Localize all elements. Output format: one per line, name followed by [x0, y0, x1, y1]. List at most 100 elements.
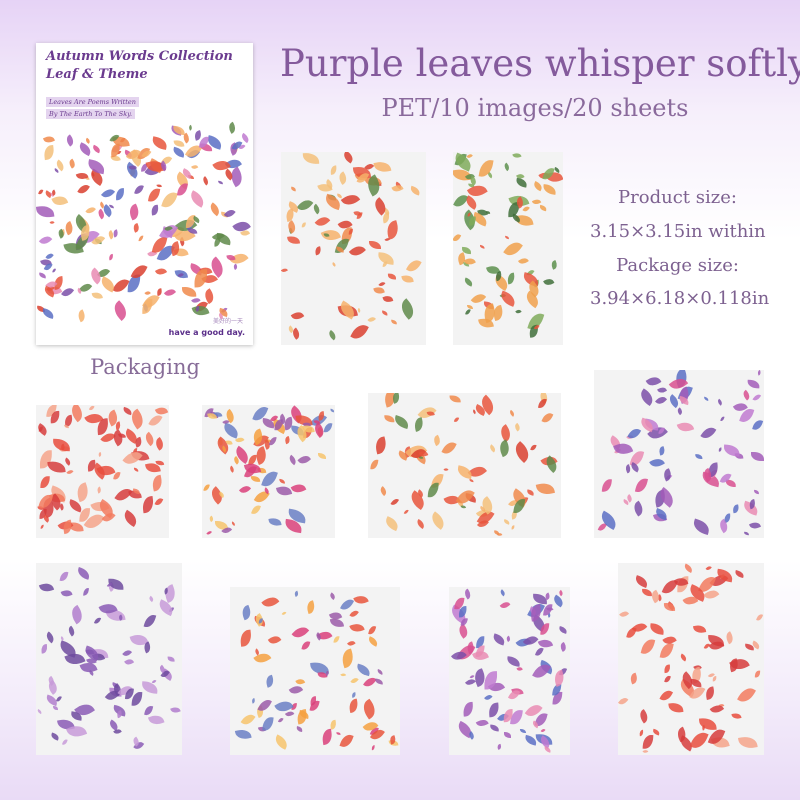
leaf-illustration	[491, 633, 506, 646]
leaf-illustration	[141, 496, 155, 514]
leaf-illustration	[652, 728, 661, 736]
leaf-illustration	[511, 525, 515, 530]
leaf-illustration	[489, 724, 499, 732]
leaf-illustration	[691, 518, 711, 536]
leaf-illustration	[552, 594, 566, 608]
leaf-illustration	[757, 370, 762, 377]
leaf-illustration	[484, 692, 493, 702]
leaf-illustration	[462, 701, 475, 717]
leaf-illustration	[752, 393, 762, 403]
leaf-illustration	[508, 688, 521, 702]
leaf-illustration	[752, 417, 764, 431]
leaf-illustration	[392, 182, 405, 194]
leaf-illustration	[641, 588, 653, 597]
leaf-illustration	[66, 468, 74, 476]
leaf-illustration	[268, 436, 277, 447]
leaf-illustration	[455, 624, 471, 640]
leaf-illustration	[170, 705, 182, 715]
leaf-illustration	[642, 734, 654, 750]
leaf-illustration	[336, 170, 350, 185]
sticker-image-5	[368, 393, 561, 538]
leaf-illustration	[507, 273, 516, 285]
leaf-illustration	[450, 395, 462, 403]
leaf-illustration	[505, 635, 512, 642]
leaf-illustration	[63, 456, 73, 466]
leaf-illustration	[703, 395, 710, 401]
leaf-illustration	[510, 213, 522, 223]
leaf-illustration	[206, 529, 212, 536]
leaf-illustration	[134, 183, 145, 196]
leaf-illustration	[261, 594, 280, 612]
leaf-illustration	[469, 216, 477, 227]
leaf-illustration	[44, 631, 57, 644]
leaf-illustration	[76, 566, 92, 581]
sticker-image-8	[230, 587, 400, 755]
leaf-illustration	[382, 310, 389, 316]
product-size-value: 3.15×3.15in within	[590, 221, 766, 242]
leaf-illustration	[38, 272, 47, 279]
leaf-illustration	[749, 520, 762, 531]
leaf-illustration	[84, 205, 96, 217]
leaf-illustration	[333, 635, 340, 644]
leaf-illustration	[454, 417, 460, 424]
leaf-illustration	[339, 596, 354, 613]
leaf-illustration	[187, 189, 208, 208]
leaf-illustration	[154, 497, 163, 508]
leaf-illustration	[143, 613, 157, 629]
leaf-illustration	[232, 263, 239, 271]
leaf-illustration	[689, 729, 708, 752]
leaf-illustration	[368, 625, 377, 635]
leaf-illustration	[427, 511, 448, 531]
leaf-illustration	[540, 623, 550, 636]
leaf-illustration	[207, 412, 217, 420]
leaf-illustration	[63, 134, 76, 148]
sticker-image-6	[594, 370, 764, 538]
leaf-illustration	[634, 476, 648, 494]
leaf-illustration	[329, 408, 335, 413]
leaf-illustration	[512, 152, 522, 160]
leaf-illustration	[226, 121, 238, 135]
leaf-illustration	[50, 732, 60, 741]
leaf-illustration	[228, 465, 236, 473]
leaf-illustration	[518, 255, 530, 267]
leaf-illustration	[58, 503, 66, 511]
leaf-illustration	[60, 284, 75, 299]
package-size-value: 3.94×6.18×0.118in	[590, 288, 770, 309]
leaf-illustration	[230, 521, 236, 527]
leaf-illustration	[699, 424, 716, 442]
subtitle: PET/10 images/20 sheets	[381, 94, 689, 122]
leaf-illustration	[693, 623, 707, 634]
leaf-illustration	[59, 635, 65, 641]
leaf-illustration	[372, 159, 392, 175]
leaf-illustration	[294, 591, 300, 598]
leaf-illustration	[131, 691, 143, 707]
product-size-label: Product size:	[618, 187, 737, 208]
leaf-illustration	[372, 745, 376, 751]
leaf-illustration	[655, 394, 667, 406]
leaf-illustration	[113, 727, 122, 736]
leaf-illustration	[718, 447, 722, 452]
packaging-title-line1: Autumn Words Collection	[46, 49, 233, 64]
leaf-illustration	[43, 145, 55, 161]
leaf-illustration	[479, 245, 486, 250]
leaf-illustration	[221, 422, 241, 439]
leaf-illustration	[558, 641, 568, 652]
leaf-illustration	[161, 189, 178, 210]
leaf-illustration	[649, 623, 665, 636]
leaf-illustration	[351, 692, 357, 699]
leaf-illustration	[631, 500, 647, 517]
leaf-illustration	[121, 406, 132, 415]
leaf-illustration	[503, 238, 523, 259]
leaf-illustration	[638, 729, 645, 737]
leaf-illustration	[501, 162, 511, 172]
leaf-illustration	[188, 125, 193, 131]
leaf-illustration	[496, 531, 502, 537]
packaging-leaf-art	[36, 121, 253, 323]
leaf-illustration	[324, 421, 334, 434]
leaf-illustration	[327, 592, 336, 601]
packaging-tagline2: By The Earth To The Sky.	[46, 109, 136, 119]
leaf-illustration	[163, 286, 176, 299]
leaf-illustration	[723, 631, 736, 644]
leaf-illustration	[134, 436, 144, 448]
leaf-illustration	[39, 233, 54, 248]
